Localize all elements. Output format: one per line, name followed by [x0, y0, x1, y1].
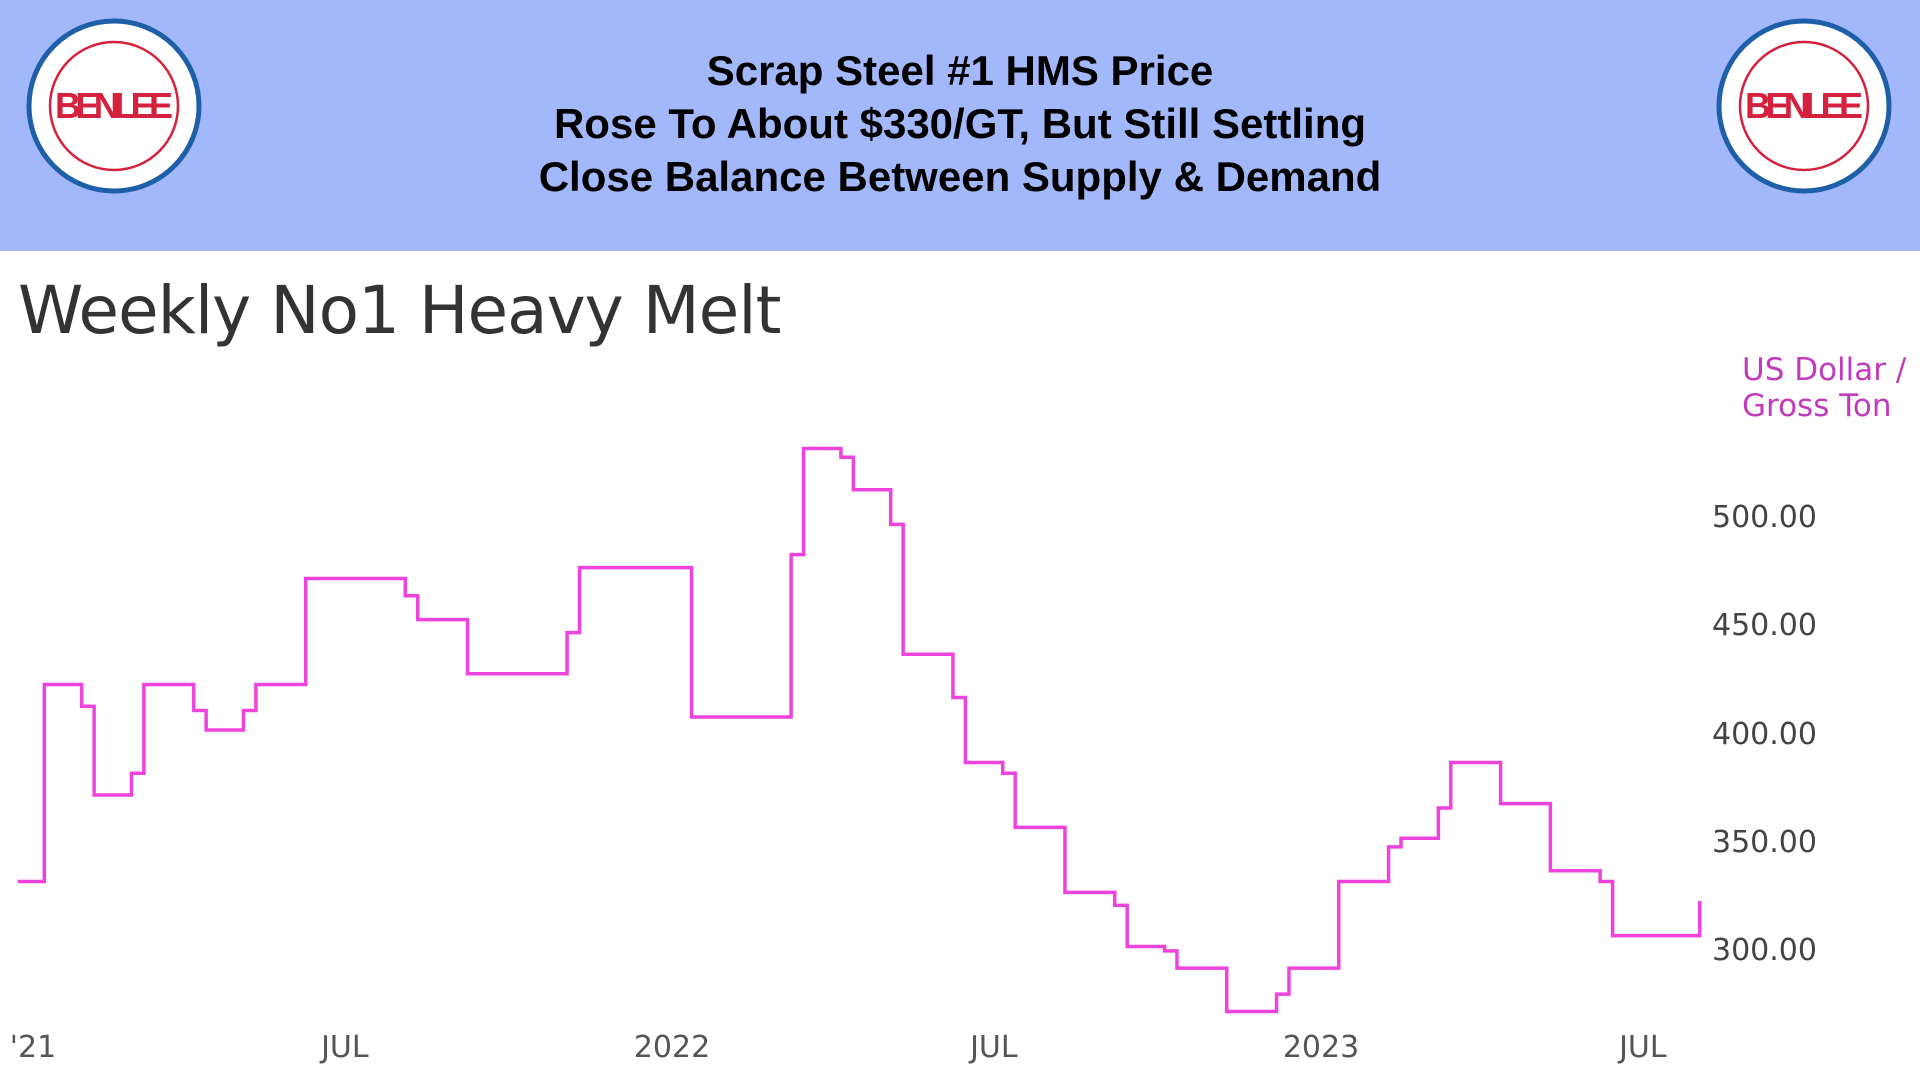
y-tick-label: 400.00: [1712, 716, 1817, 752]
x-tick-label: JUL: [1619, 1030, 1667, 1065]
y-tick-label: 350.00: [1712, 824, 1817, 860]
x-tick-label: '21: [9, 1030, 57, 1065]
x-tick-label: 2023: [1282, 1030, 1360, 1065]
x-tick-label: 2022: [633, 1030, 711, 1065]
svg-text:BENLEE: BENLEE: [55, 85, 173, 126]
y-axis-unit-label: US Dollar / Gross Ton: [1742, 352, 1907, 424]
benlee-logo-right: BENLEE: [1716, 18, 1892, 194]
chart-title: Weekly No1 Heavy Melt: [18, 272, 781, 349]
header-banner: BENLEE BENLEE Scrap Steel #1 HMS Price R…: [0, 0, 1920, 251]
headline: Scrap Steel #1 HMS Price Rose To About $…: [300, 44, 1620, 203]
benlee-logo-left: BENLEE: [26, 18, 202, 194]
headline-line-2: Rose To About $330/GT, But Still Settlin…: [553, 100, 1367, 147]
x-tick-label: JUL: [321, 1030, 369, 1065]
y-tick-label: 500.00: [1712, 500, 1817, 535]
price-series-line: [17, 446, 1702, 1014]
y-tick-label: 300.00: [1712, 933, 1817, 968]
x-tick-label: JUL: [970, 1030, 1018, 1065]
y-tick-label: 450.00: [1712, 608, 1817, 644]
svg-text:BENLEE: BENLEE: [1745, 85, 1863, 126]
headline-line-3: Close Balance Between Supply & Demand: [538, 153, 1382, 200]
headline-line-1: Scrap Steel #1 HMS Price: [706, 47, 1214, 94]
